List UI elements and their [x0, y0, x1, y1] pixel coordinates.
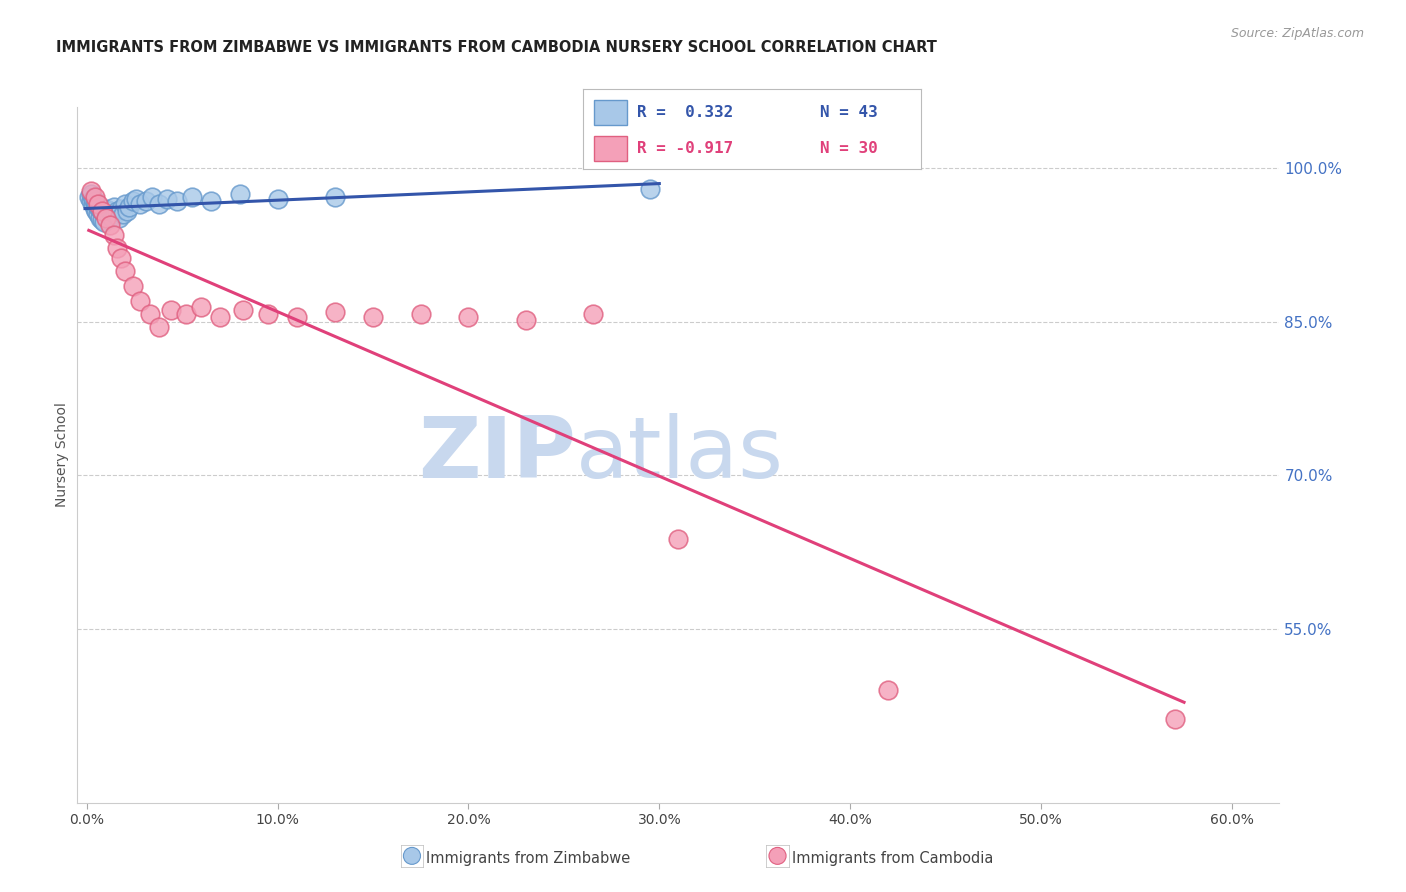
Point: [110, 202, 132, 217]
Text: Source: ZipAtlas.com: Source: ZipAtlas.com: [1230, 27, 1364, 40]
Point: [83, 190, 105, 204]
Point: [115, 204, 138, 219]
Point: [91, 212, 114, 227]
Point: [114, 264, 136, 278]
Point: [148, 197, 170, 211]
Point: [232, 302, 254, 317]
Point: [174, 307, 197, 321]
Point: [121, 194, 143, 209]
Bar: [593, 136, 627, 161]
Point: [103, 227, 125, 242]
Point: [190, 300, 212, 314]
Point: [108, 211, 131, 225]
Point: [86, 197, 108, 211]
Point: [79, 187, 103, 202]
Point: [209, 310, 232, 324]
Point: [103, 200, 125, 214]
Point: [94, 202, 117, 217]
Point: [148, 320, 170, 334]
Text: Immigrants from Zimbabwe: Immigrants from Zimbabwe: [426, 851, 630, 865]
Point: [638, 182, 661, 196]
Point: [82, 192, 104, 206]
Point: [668, 532, 690, 546]
Point: [98, 218, 121, 232]
Point: [285, 310, 308, 324]
Bar: [593, 100, 627, 125]
Point: [97, 207, 120, 221]
Point: [110, 252, 132, 266]
Point: [87, 207, 110, 221]
Point: [129, 294, 152, 309]
Point: [94, 211, 117, 225]
Circle shape: [404, 847, 420, 864]
Point: [104, 207, 127, 221]
Point: [107, 241, 129, 255]
Point: [267, 192, 290, 206]
Point: [93, 214, 115, 228]
Text: Immigrants from Cambodia: Immigrants from Cambodia: [792, 851, 993, 865]
Point: [166, 194, 188, 209]
Point: [89, 211, 111, 225]
Text: R = -0.917: R = -0.917: [637, 141, 734, 156]
Point: [89, 202, 111, 217]
Point: [98, 204, 121, 219]
Point: [107, 204, 129, 219]
Point: [118, 200, 141, 214]
Point: [1163, 712, 1185, 726]
Text: ZIP: ZIP: [419, 413, 576, 497]
Point: [83, 202, 105, 217]
Point: [83, 194, 105, 209]
Circle shape: [769, 847, 786, 864]
Point: [457, 310, 479, 324]
Point: [180, 190, 202, 204]
Point: [79, 184, 103, 198]
Point: [361, 310, 384, 324]
Text: N = 30: N = 30: [820, 141, 877, 156]
Text: N = 43: N = 43: [820, 105, 877, 120]
Y-axis label: Nursery School: Nursery School: [55, 402, 69, 508]
Point: [877, 683, 900, 698]
Text: R =  0.332: R = 0.332: [637, 105, 734, 120]
Point: [139, 307, 162, 321]
Point: [114, 197, 136, 211]
Text: IMMIGRANTS FROM ZIMBABWE VS IMMIGRANTS FROM CAMBODIA NURSERY SCHOOL CORRELATION : IMMIGRANTS FROM ZIMBABWE VS IMMIGRANTS F…: [56, 40, 938, 55]
Point: [228, 187, 250, 202]
Point: [91, 204, 114, 219]
Point: [160, 302, 183, 317]
Point: [125, 192, 148, 206]
Point: [323, 304, 346, 318]
Point: [323, 190, 346, 204]
Point: [515, 313, 537, 327]
Point: [409, 307, 432, 321]
Point: [200, 194, 222, 209]
Point: [82, 197, 104, 211]
Point: [87, 197, 110, 211]
Point: [129, 197, 152, 211]
Point: [91, 204, 114, 219]
Point: [79, 194, 103, 209]
Point: [581, 307, 603, 321]
Point: [77, 190, 100, 204]
Point: [121, 279, 143, 293]
Text: atlas: atlas: [576, 413, 785, 497]
Point: [112, 207, 135, 221]
Point: [257, 307, 280, 321]
Point: [141, 190, 163, 204]
Point: [86, 204, 108, 219]
Point: [87, 200, 110, 214]
Point: [100, 211, 122, 225]
Point: [135, 194, 157, 209]
Point: [156, 192, 179, 206]
